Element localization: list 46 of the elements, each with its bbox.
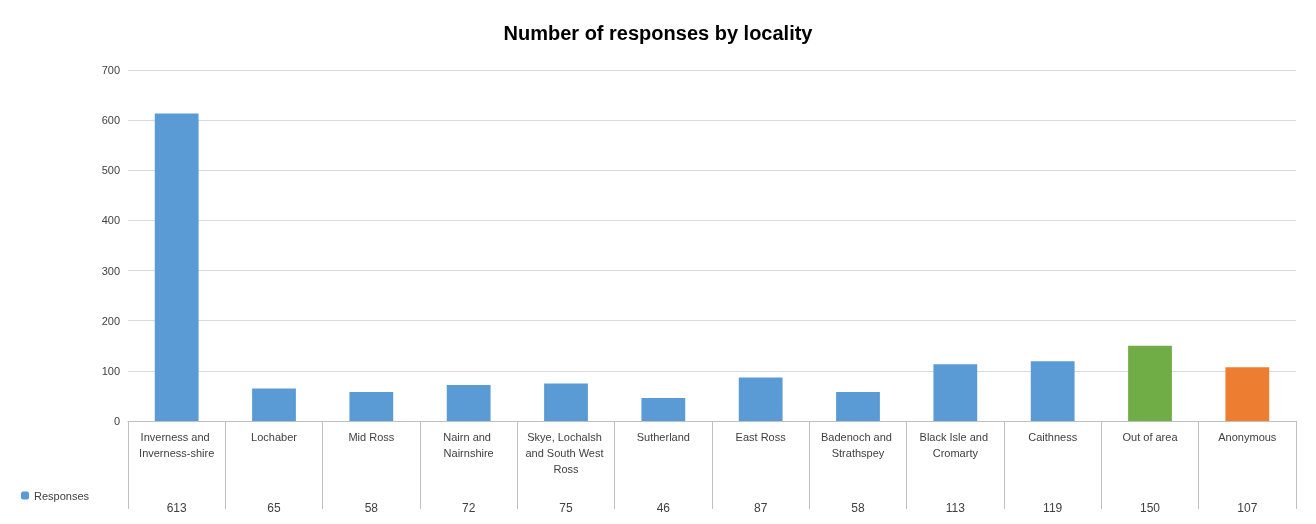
bar xyxy=(349,391,394,421)
y-tick-label: 300 xyxy=(101,264,120,277)
y-tick-label: 0 xyxy=(113,415,120,427)
x-tick-label: Inverness and Inverness-shire xyxy=(139,431,215,459)
bar xyxy=(446,384,491,421)
x-tick-label: Sutherland xyxy=(636,431,690,443)
x-tick-label: Nairn and Nairnshire xyxy=(443,431,495,459)
x-tick-label: Skye, Lochalsh and South West Ross xyxy=(525,431,607,475)
data-label: 72 xyxy=(461,501,476,515)
bar xyxy=(1128,345,1172,421)
data-label: 150 xyxy=(1139,501,1161,515)
bar xyxy=(641,397,686,421)
data-label: 58 xyxy=(851,501,865,515)
y-tick-label: 500 xyxy=(101,164,120,177)
bar xyxy=(836,391,880,421)
chart-title: Number of responses by locality xyxy=(503,22,814,44)
data-label: 46 xyxy=(656,501,671,515)
bar xyxy=(154,113,199,421)
data-label: 65 xyxy=(267,501,281,515)
x-tick-label: Anonymous xyxy=(1218,431,1277,443)
y-tick-label: 700 xyxy=(101,64,120,76)
y-tick-label: 200 xyxy=(101,314,120,327)
y-tick-label: 100 xyxy=(101,364,120,377)
data-label: 58 xyxy=(364,501,379,515)
y-tick-label: 600 xyxy=(101,114,120,127)
legend-label: Responses xyxy=(34,489,90,502)
data-label: 119 xyxy=(1043,501,1063,515)
bar xyxy=(252,388,296,421)
bar xyxy=(544,383,588,421)
x-tick-label: Badenoch and Strathspey xyxy=(820,431,896,459)
data-label: 75 xyxy=(559,501,573,515)
data-label: 87 xyxy=(753,501,768,515)
x-tick-label: Black Isle and Cromarty xyxy=(919,431,992,459)
bar xyxy=(1030,361,1075,421)
y-tick-label: 400 xyxy=(101,214,120,227)
bar xyxy=(933,364,978,421)
data-label: 107 xyxy=(1237,501,1258,515)
x-tick-label: Mid Ross xyxy=(348,431,395,443)
data-label: 613 xyxy=(166,501,187,515)
bar xyxy=(1225,367,1270,421)
data-label: 113 xyxy=(945,501,966,515)
bar xyxy=(738,377,783,421)
x-tick-label: Lochaber xyxy=(251,431,298,443)
x-tick-label: Out of area xyxy=(1122,431,1179,443)
x-tick-label: East Ross xyxy=(735,431,787,443)
x-tick-label: Caithness xyxy=(1028,431,1078,443)
